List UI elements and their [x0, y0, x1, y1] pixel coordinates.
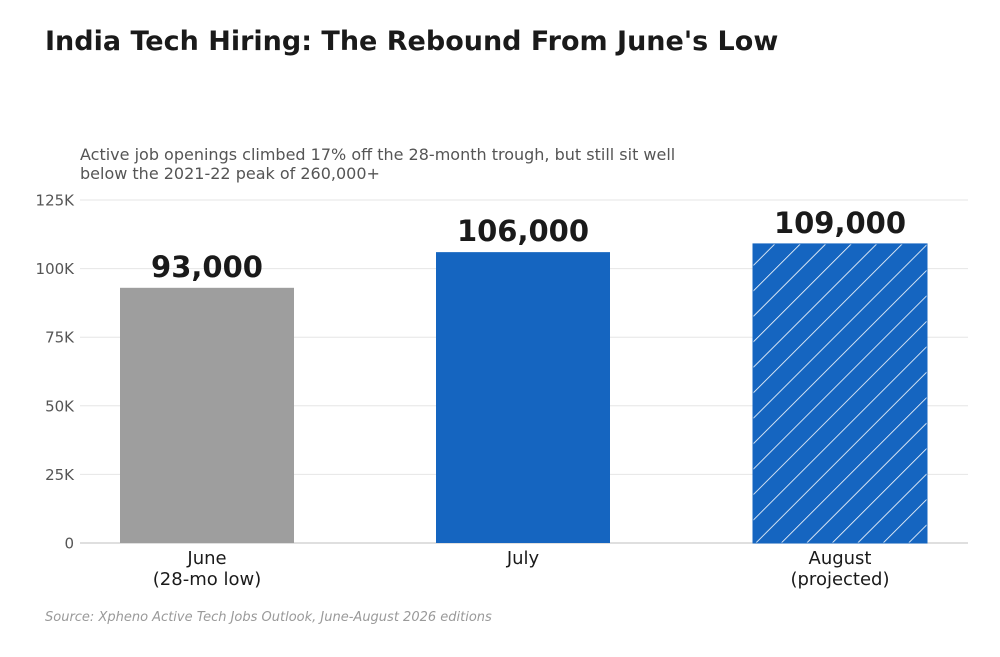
chart-subtitle: Active job openings climbed 17% off the … — [80, 145, 676, 183]
y-tick-label: 50K — [45, 397, 75, 415]
value-label: 93,000 — [151, 250, 263, 284]
y-tick-label: 100K — [36, 260, 76, 278]
value-label: 109,000 — [774, 206, 906, 240]
y-tick-label: 75K — [45, 329, 75, 347]
x-tick-label: (projected) — [790, 569, 889, 590]
x-tick-label: (28-mo low) — [153, 569, 261, 590]
bar-june — [120, 287, 294, 543]
y-tick-label: 25K — [45, 466, 75, 484]
x-tick-label: June — [186, 548, 226, 569]
bar-august — [752, 243, 928, 544]
source-note: Source: Xpheno Active Tech Jobs Outlook,… — [45, 610, 492, 625]
bars — [120, 243, 928, 544]
y-tick-label: 0 — [64, 535, 74, 553]
chart-title: India Tech Hiring: The Rebound From June… — [45, 26, 779, 57]
y-tick-label: 125K — [36, 192, 76, 210]
x-tick-label: August — [809, 548, 872, 569]
bar-july — [436, 252, 610, 544]
labels: 0 25K 50K 75K 100K 125K 93,000 June(28-mo low) 1… — [36, 192, 907, 591]
x-tick-label: July — [506, 548, 540, 569]
value-label: 106,000 — [457, 214, 589, 248]
